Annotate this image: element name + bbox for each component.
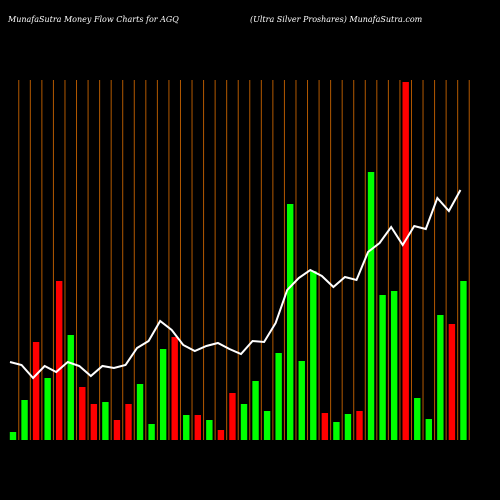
bar [437, 315, 444, 440]
bar [425, 419, 432, 440]
bar [321, 413, 329, 440]
bar [287, 204, 294, 440]
bar [402, 82, 409, 440]
bar [125, 404, 132, 440]
bar [356, 411, 363, 440]
bar [448, 324, 456, 440]
bar [9, 432, 17, 440]
bar [67, 335, 74, 440]
bar [102, 402, 109, 440]
bar [90, 404, 98, 440]
bar [171, 337, 178, 440]
bar [113, 420, 121, 440]
bar [21, 400, 28, 440]
bar [217, 430, 225, 440]
bar [183, 415, 190, 440]
money-flow-line [9, 189, 462, 380]
bar [414, 398, 421, 440]
bar [298, 361, 305, 440]
bar [240, 404, 248, 440]
bar [263, 411, 271, 440]
chart-subtitle: (Ultra Silver Proshares) MunafaSutra.com [250, 15, 423, 24]
bar [79, 387, 86, 440]
bar [194, 415, 201, 440]
bar [136, 384, 144, 440]
bar [310, 271, 317, 440]
bar [44, 378, 51, 440]
bar [367, 172, 375, 440]
bar [56, 281, 63, 440]
bar [379, 295, 386, 440]
bar [275, 353, 282, 440]
bar [460, 281, 467, 440]
bar [32, 342, 40, 440]
bar [390, 291, 398, 440]
bar [159, 349, 167, 440]
bar [333, 422, 340, 440]
bar [148, 424, 155, 440]
bar [229, 393, 236, 440]
bar [206, 420, 213, 440]
bar [344, 414, 352, 440]
chart-title: MunafaSutra Money Flow Charts for AGQ [7, 15, 179, 24]
bar [252, 381, 259, 440]
